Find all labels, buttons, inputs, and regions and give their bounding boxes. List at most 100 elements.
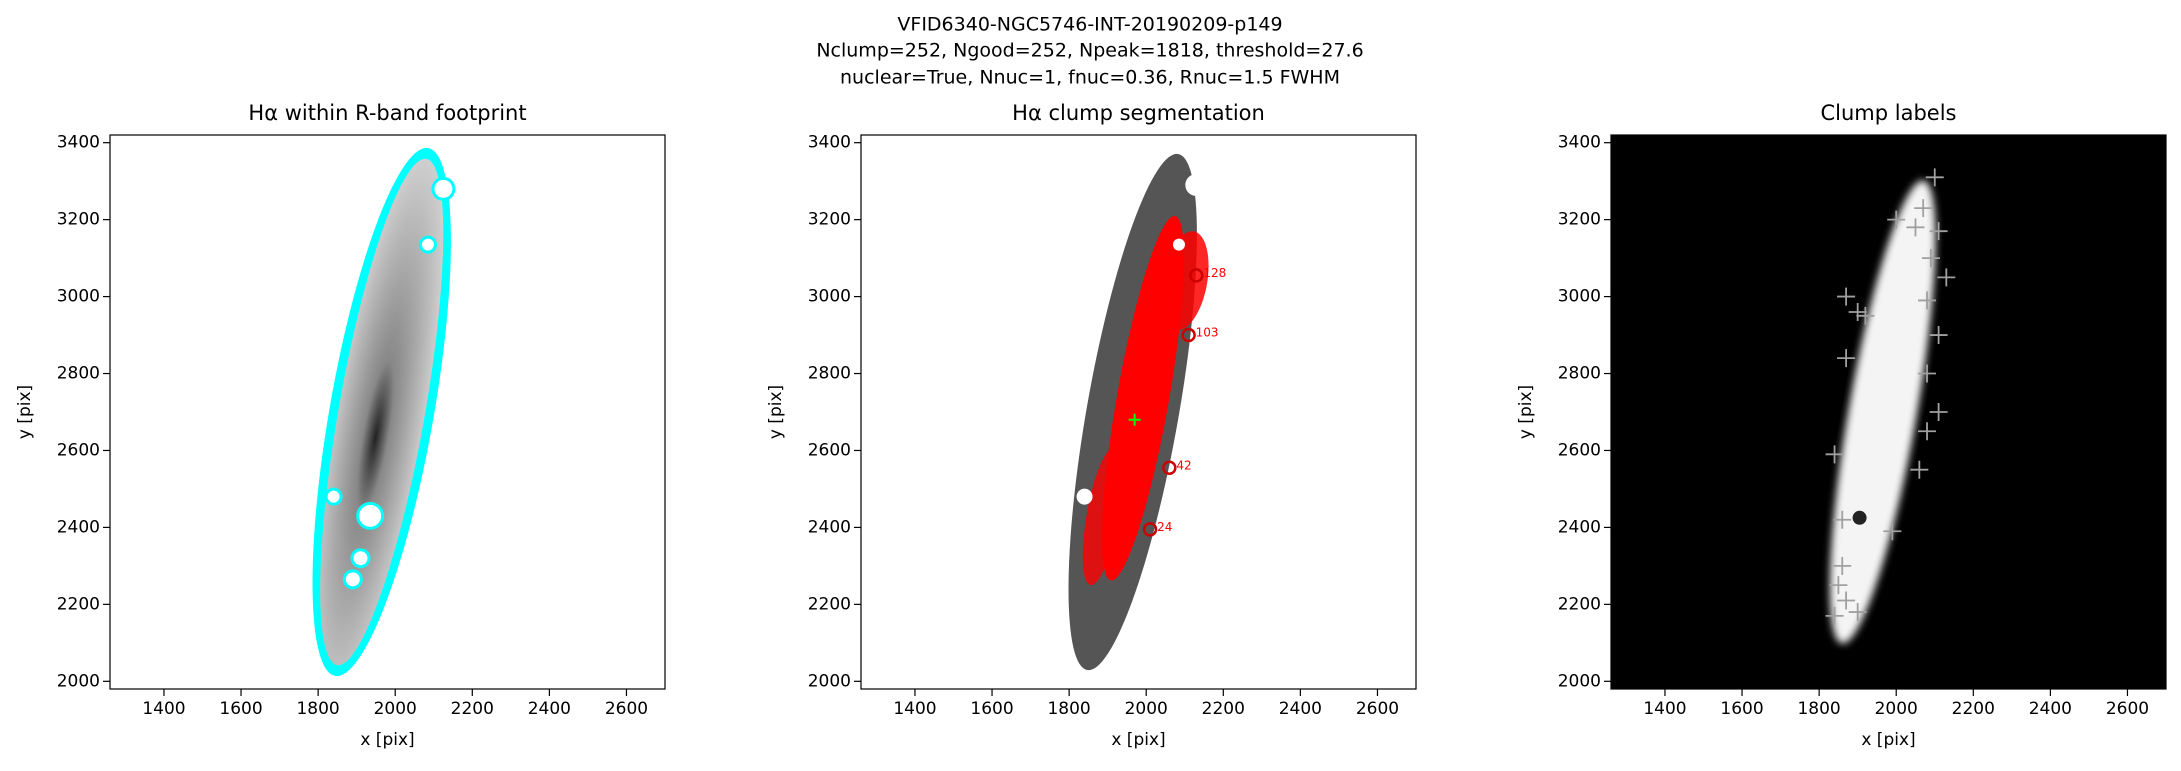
clump-marker bbox=[1162, 460, 1177, 476]
x-tick-label: 1800 bbox=[1047, 699, 1090, 719]
y-axis-label: y [pix] bbox=[1516, 385, 1536, 439]
clump-cross bbox=[1918, 364, 1937, 383]
clump-cross bbox=[1848, 603, 1867, 622]
axes-title: Hα within R-band footprint bbox=[248, 101, 526, 125]
mask-hole bbox=[1185, 174, 1208, 197]
y-tick-label: 2800 bbox=[808, 364, 851, 384]
clump-cross bbox=[1918, 422, 1937, 441]
x-tick-label: 1600 bbox=[219, 699, 262, 719]
clump-cross bbox=[1887, 210, 1906, 229]
clump-region bbox=[1082, 447, 1123, 586]
x-tick-label: 2400 bbox=[2029, 699, 2072, 719]
y-axis-label: y [pix] bbox=[766, 385, 786, 439]
clump-id: 128 bbox=[1203, 266, 1226, 280]
x-tick-label: 2000 bbox=[374, 699, 417, 719]
clump-cross bbox=[1833, 556, 1852, 575]
x-axis-label: x [pix] bbox=[1111, 730, 1165, 750]
axes-title: Clump labels bbox=[1821, 101, 1957, 125]
clump-cross bbox=[1937, 268, 1956, 287]
y-tick-label: 2800 bbox=[57, 364, 100, 384]
clump-cross bbox=[1848, 302, 1867, 321]
clump-cross bbox=[1929, 326, 1948, 345]
x-tick-label: 2600 bbox=[2106, 699, 2149, 719]
clump-cross bbox=[1921, 249, 1940, 268]
clump-id: 42 bbox=[1176, 458, 1191, 472]
y-tick-label: 2600 bbox=[57, 440, 100, 460]
y-tick-label: 2600 bbox=[808, 440, 851, 460]
y-tick-label: 2000 bbox=[1558, 671, 1601, 691]
galaxy bbox=[320, 158, 444, 666]
dark-clump bbox=[1852, 510, 1867, 525]
clump-cross bbox=[1825, 445, 1844, 464]
clump-id: 24 bbox=[1157, 520, 1172, 534]
x-tick-label: 2600 bbox=[605, 699, 648, 719]
mask-hole bbox=[1172, 238, 1185, 251]
clump-cross bbox=[1829, 576, 1848, 595]
clump-cross bbox=[1925, 168, 1944, 187]
axes-frame bbox=[860, 134, 1417, 690]
x-axis-label: x [pix] bbox=[360, 730, 414, 750]
y-tick-label: 2200 bbox=[808, 594, 851, 614]
clump-cross bbox=[1825, 606, 1844, 625]
y-tick-label: 2400 bbox=[57, 517, 100, 537]
clump-cross bbox=[1837, 287, 1856, 306]
axes-frame bbox=[109, 134, 666, 690]
y-tick-label: 2600 bbox=[1558, 440, 1601, 460]
y-tick-label: 3000 bbox=[808, 287, 851, 307]
x-tick-label: 2600 bbox=[1356, 699, 1399, 719]
mask-hole bbox=[434, 179, 453, 198]
clump-cross bbox=[1914, 199, 1933, 218]
axes-title: Hα clump segmentation bbox=[1012, 101, 1265, 125]
y-tick-label: 2400 bbox=[1558, 517, 1601, 537]
nucleus-marker bbox=[1128, 413, 1141, 426]
x-tick-label: 2000 bbox=[1875, 699, 1918, 719]
suptitle-line: VFID6340-NGC5746-INT-20190209-p149 bbox=[897, 14, 1282, 36]
x-tick-label: 2400 bbox=[1279, 699, 1322, 719]
clump-cross bbox=[1856, 306, 1875, 325]
clump-cross bbox=[1906, 218, 1925, 237]
y-tick-label: 3400 bbox=[1558, 133, 1601, 153]
clump-cross bbox=[1837, 591, 1856, 610]
mask-hole bbox=[345, 572, 360, 587]
x-tick-label: 1800 bbox=[296, 699, 339, 719]
y-tick-label: 2000 bbox=[57, 671, 100, 691]
y-tick-label: 2000 bbox=[808, 671, 851, 691]
suptitle-line: Nclump=252, Ngood=252, Npeak=1818, thres… bbox=[816, 40, 1363, 62]
mask-hole bbox=[353, 551, 368, 566]
image-layer: 128 103 42 24 bbox=[1068, 153, 1226, 671]
clump-cross bbox=[1833, 510, 1852, 529]
y-tick-label: 3000 bbox=[1558, 287, 1601, 307]
clump-cross bbox=[1929, 222, 1948, 241]
clump-cross bbox=[1883, 522, 1902, 541]
x-tick-label: 1600 bbox=[1720, 699, 1763, 719]
y-tick-label: 3400 bbox=[57, 133, 100, 153]
y-tick-label: 3000 bbox=[57, 287, 100, 307]
x-tick-label: 1400 bbox=[1643, 699, 1686, 719]
clump-cross bbox=[1929, 403, 1948, 421]
axes-frame bbox=[1610, 134, 2167, 690]
image-layer bbox=[1611, 135, 2166, 689]
x-tick-label: 2200 bbox=[451, 699, 494, 719]
mask-hole bbox=[1076, 488, 1093, 505]
x-tick-label: 1600 bbox=[970, 699, 1013, 719]
y-tick-label: 2800 bbox=[1558, 364, 1601, 384]
y-tick-label: 3400 bbox=[808, 133, 851, 153]
clump-cross bbox=[1918, 291, 1937, 310]
galaxy-labels bbox=[1829, 180, 1936, 644]
clump-marker bbox=[1189, 268, 1204, 283]
y-tick-label: 3200 bbox=[1558, 210, 1601, 230]
mask-hole bbox=[327, 490, 340, 503]
suptitle-line: nuclear=True, Nnuc=1, fnuc=0.36, Rnuc=1.… bbox=[840, 67, 1340, 89]
clump-region bbox=[1161, 231, 1209, 331]
mask-hole bbox=[421, 238, 434, 251]
mask-hole bbox=[359, 504, 382, 527]
clump-marker bbox=[1142, 522, 1158, 537]
y-tick-label: 2200 bbox=[57, 594, 100, 614]
x-tick-label: 1400 bbox=[893, 699, 936, 719]
x-axis-label: x [pix] bbox=[1861, 730, 1915, 750]
y-tick-label: 3200 bbox=[57, 210, 100, 230]
x-tick-label: 2200 bbox=[1952, 699, 1995, 719]
y-tick-label: 2200 bbox=[1558, 594, 1601, 614]
x-tick-label: 1800 bbox=[1797, 699, 1840, 719]
clump-cross bbox=[1837, 349, 1856, 368]
